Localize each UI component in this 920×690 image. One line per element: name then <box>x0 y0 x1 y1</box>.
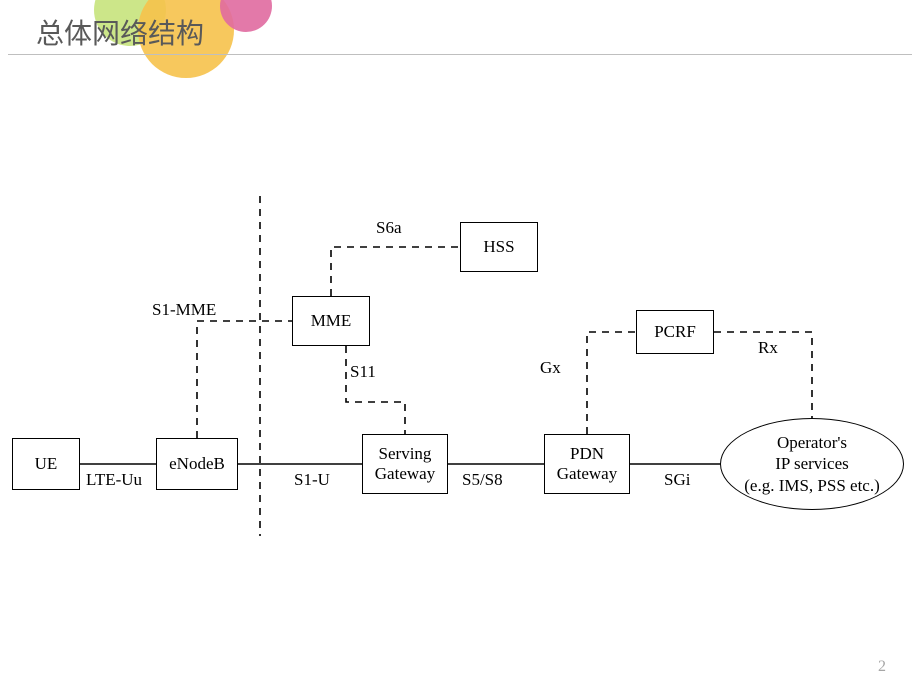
diagram-edge <box>346 346 405 434</box>
node-label: MME <box>311 311 352 331</box>
diagram-edges-svg <box>0 0 920 690</box>
network-diagram: UE eNodeB MME HSS ServingGateway PDNGateway PC… <box>0 0 920 690</box>
edge-label-s1-u: S1-U <box>294 470 330 490</box>
node-label: PDNGateway <box>557 444 617 485</box>
node-label: Operator'sIP services(e.g. IMS, PSS etc.… <box>744 432 880 496</box>
node-ipsvc: Operator'sIP services(e.g. IMS, PSS etc.… <box>720 418 904 510</box>
node-pcrf: PCRF <box>636 310 714 354</box>
node-enb: eNodeB <box>156 438 238 490</box>
node-ue: UE <box>12 438 80 490</box>
edge-label-lte-uu: LTE-Uu <box>86 470 142 490</box>
node-label: eNodeB <box>169 454 225 474</box>
edge-label-s6a: S6a <box>376 218 402 238</box>
node-mme: MME <box>292 296 370 346</box>
edge-label-s1-mme: S1-MME <box>152 300 216 320</box>
node-label: PCRF <box>654 322 696 342</box>
node-label: ServingGateway <box>375 444 435 485</box>
edge-label-rx: Rx <box>758 338 778 358</box>
edge-label-s11: S11 <box>350 362 376 382</box>
node-label: UE <box>35 454 58 474</box>
diagram-edge <box>587 332 636 434</box>
diagram-edge <box>331 247 460 296</box>
diagram-edge <box>197 321 292 438</box>
node-pgw: PDNGateway <box>544 434 630 494</box>
node-label: HSS <box>483 237 514 257</box>
node-sgw: ServingGateway <box>362 434 448 494</box>
node-hss: HSS <box>460 222 538 272</box>
edge-label-s5-s8: S5/S8 <box>462 470 503 490</box>
page-number: 2 <box>878 658 886 676</box>
edge-label-sgi: SGi <box>664 470 690 490</box>
edge-label-gx: Gx <box>540 358 561 378</box>
